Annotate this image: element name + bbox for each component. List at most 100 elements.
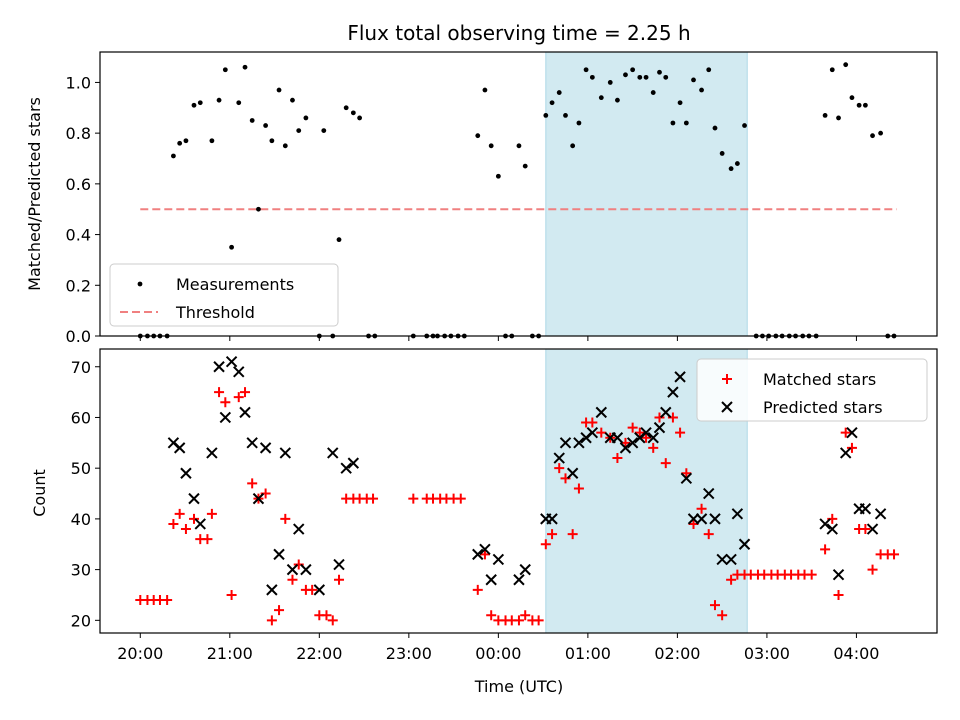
data-point: [222, 67, 228, 73]
data-point: [726, 574, 737, 585]
x-tick-label: 00:00: [475, 644, 521, 663]
data-point: [168, 518, 179, 529]
data-point: [660, 458, 671, 469]
data-point: [846, 426, 858, 439]
legend-box: [696, 358, 928, 422]
data-point: [663, 74, 669, 80]
data-point: [615, 97, 620, 103]
data-point: [343, 105, 349, 111]
data-point: [867, 564, 878, 575]
data-point: [675, 427, 686, 438]
y-tick-label: 0.2: [66, 276, 91, 295]
data-point: [492, 553, 505, 566]
bottom-panel: 20 30 40 50 60 70 20:00 21:00 22:00 23:00 00:00 01:…: [71, 348, 938, 663]
data-point: [300, 563, 312, 576]
data-point: [654, 412, 665, 423]
data-point: [350, 110, 356, 116]
data-point: [236, 100, 242, 106]
data-point: [321, 128, 327, 134]
data-point: [183, 138, 189, 144]
data-point: [839, 447, 852, 459]
data-point: [177, 140, 183, 146]
data-point: [513, 574, 525, 586]
data-point: [472, 548, 484, 561]
data-point: [587, 417, 598, 428]
y-tick-label: 40: [71, 510, 91, 529]
data-point: [576, 120, 582, 126]
data-point: [191, 102, 197, 108]
data-point: [303, 115, 309, 121]
data-point: [202, 534, 213, 545]
data-point: [878, 130, 884, 136]
y-tick-label: 0.4: [66, 226, 91, 245]
data-point: [653, 421, 666, 434]
data-point: [703, 529, 714, 540]
plot-frame: [99, 51, 938, 337]
data-point: [488, 143, 494, 149]
data-point: [699, 87, 704, 93]
data-point: [546, 513, 558, 525]
data-point: [637, 74, 643, 80]
data-point: [627, 422, 638, 433]
data-point: [640, 426, 652, 439]
data-point: [829, 67, 835, 73]
data-point: [725, 553, 737, 566]
data-point: [206, 508, 217, 519]
data-point: [874, 508, 887, 520]
data-point: [612, 453, 623, 464]
legend-label: Predicted stars: [763, 398, 883, 417]
data-point: [683, 120, 689, 126]
data-point: [240, 387, 251, 398]
data-point: [486, 610, 497, 621]
data-point: [162, 595, 173, 606]
plot-frame: [99, 348, 938, 634]
data-point: [472, 584, 483, 595]
data-point: [174, 508, 185, 519]
data-point: [806, 569, 817, 580]
y-tick-label: 0.6: [66, 175, 91, 194]
data-point: [206, 447, 218, 459]
data-point: [482, 87, 488, 93]
data-point: [742, 123, 747, 128]
data-point: [214, 387, 225, 398]
data-point: [229, 244, 234, 250]
data-point: [731, 508, 744, 520]
data-point: [712, 125, 718, 131]
data-point: [188, 513, 199, 524]
data-point: [596, 427, 607, 438]
data-point: [209, 138, 215, 144]
y-tick-label: 70: [71, 358, 91, 377]
data-point: [357, 115, 363, 121]
data-point: [647, 432, 659, 444]
data-point: [540, 539, 551, 550]
data-point: [648, 442, 659, 453]
data-point: [307, 584, 318, 595]
data-point: [626, 437, 639, 449]
data-point: [333, 558, 345, 571]
data-point: [495, 173, 501, 179]
data-point: [607, 80, 613, 85]
x-tick-label: 22:00: [296, 644, 342, 663]
y-tick-label: 60: [71, 408, 91, 427]
data-point: [657, 69, 662, 75]
data-point: [862, 102, 868, 108]
highlight-band: [545, 51, 748, 337]
data-point: [485, 574, 497, 586]
data-point: [180, 524, 191, 535]
data-point: [282, 143, 288, 149]
data-point: [832, 568, 845, 581]
data-point: [336, 237, 342, 243]
data-point: [680, 472, 693, 485]
data-point: [706, 67, 712, 73]
x-tick-label: 03:00: [744, 644, 790, 663]
legend-box: [109, 263, 339, 327]
data-point: [619, 442, 632, 454]
data-point: [249, 118, 255, 123]
data-point: [188, 492, 200, 505]
legend-label: Measurements: [176, 275, 294, 294]
data-point: [219, 411, 232, 424]
legend-label: Threshold: [175, 303, 255, 322]
data-point: [475, 133, 481, 139]
data-point: [263, 123, 269, 128]
data-point: [347, 457, 360, 469]
